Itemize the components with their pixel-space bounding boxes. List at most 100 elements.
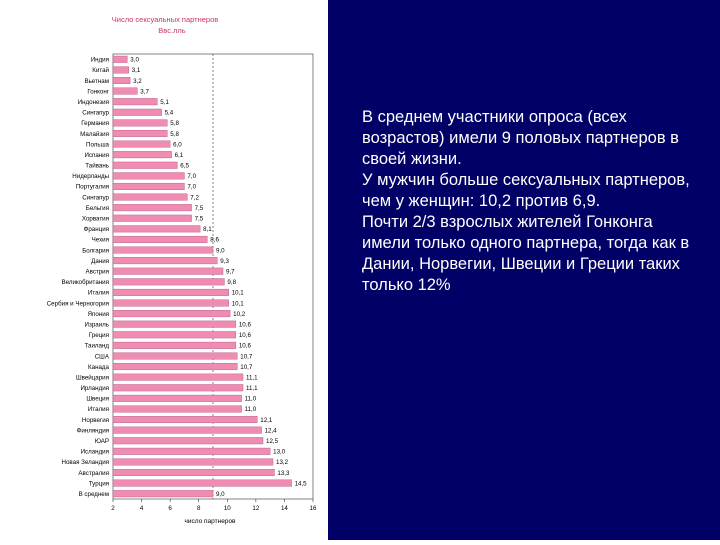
bar-12 [112, 172, 185, 180]
value-label: 6,5 [180, 163, 189, 170]
category-label: Исландия [81, 449, 109, 456]
bar-7 [112, 119, 168, 127]
category-label: Италия [88, 290, 109, 297]
value-label: 3,0 [130, 57, 139, 64]
category-label: Австралия [78, 470, 109, 477]
bar-16 [112, 214, 192, 222]
category-label: Тайвань [85, 163, 109, 170]
bar-26 [112, 320, 237, 328]
bar-35 [112, 416, 258, 424]
bar-23 [112, 288, 229, 296]
value-label: 14,5 [295, 480, 308, 487]
value-label: 10,6 [239, 343, 252, 350]
value-label: 10,1 [232, 290, 245, 297]
bar-32 [112, 384, 244, 392]
category-label: Швеция [86, 396, 109, 403]
category-label: Сербия и Черногория [47, 300, 109, 307]
category-label: Нидерланды [72, 173, 109, 180]
category-label: Дания [91, 258, 109, 265]
value-label: 7,2 [190, 194, 199, 201]
summary-hongkong: Почти 2/3 взрослых жителей Гонконга имел… [362, 213, 690, 294]
category-label: Израиль [85, 321, 109, 328]
bar-34 [112, 405, 242, 413]
category-label: Сингапур [82, 194, 109, 201]
value-label: 9,3 [220, 258, 229, 265]
value-label: 10,2 [233, 311, 246, 318]
category-label: Новая Зеландия [62, 459, 110, 466]
category-label: Сингапур [82, 110, 109, 117]
bar-19 [112, 246, 214, 254]
value-label: 10,7 [240, 353, 253, 360]
bar-4 [112, 87, 138, 95]
category-label: Индонезия [78, 99, 109, 106]
bar-24 [112, 299, 229, 307]
x-tick-label: 14 [281, 505, 288, 512]
value-label: 11,0 [245, 406, 257, 413]
bar-1 [112, 55, 128, 63]
bar-40 [112, 469, 275, 476]
bar-39 [112, 458, 274, 466]
x-tick-label: 16 [310, 505, 317, 512]
value-label: 12,1 [260, 417, 273, 424]
x-axis-label: число партнеров [184, 518, 236, 525]
value-label: 5,8 [170, 131, 179, 138]
value-label: 9,8 [227, 279, 236, 286]
category-label: Болгария [82, 247, 109, 254]
bar-11 [112, 161, 178, 169]
bar-20 [112, 257, 218, 265]
value-label: 3,1 [132, 67, 141, 74]
value-label: 12,4 [265, 427, 278, 434]
bar-17 [112, 225, 201, 233]
bar-6 [112, 108, 162, 116]
category-label: Норвегия [82, 417, 109, 424]
value-label: 13,0 [273, 449, 286, 456]
bar-28 [112, 341, 237, 349]
x-tick-label: 12 [252, 505, 259, 512]
bar-33 [112, 394, 242, 402]
category-label: Таиланд [85, 343, 110, 350]
bar-22 [112, 278, 225, 286]
value-label: 10,7 [240, 364, 253, 371]
bar-31 [112, 373, 244, 381]
category-label: Япония [88, 311, 109, 318]
bar-14 [112, 193, 188, 201]
value-label: 9,7 [226, 269, 235, 276]
summary-text: В среднем участники опроса (всех возраст… [362, 107, 702, 296]
category-label: Турция [89, 480, 109, 487]
bar-42 [112, 490, 214, 498]
bar-chart: Число сексуальных партнеров Ввс.лль Инди… [47, 15, 317, 525]
value-label: 11,1 [246, 385, 258, 392]
bar-18 [112, 235, 208, 243]
chart-panel: Число сексуальных партнеров Ввс.лль Инди… [0, 0, 328, 540]
bar-10 [112, 151, 172, 159]
value-label: 3,7 [140, 88, 149, 95]
category-label: Франция [84, 226, 109, 233]
value-label: 12,5 [266, 438, 279, 445]
bar-27 [112, 331, 237, 339]
bar-13 [112, 182, 185, 190]
category-label: Польша [86, 141, 110, 148]
summary-average: В среднем участники опроса (всех возраст… [362, 108, 679, 168]
value-label: 3,2 [133, 78, 142, 85]
x-tick-label: 8 [197, 505, 201, 512]
category-label: Канада [88, 364, 110, 371]
value-label: 6,0 [173, 141, 182, 148]
bar-5 [112, 98, 158, 106]
value-label: 9,0 [216, 491, 225, 498]
bar-8 [112, 129, 168, 137]
bar-15 [112, 204, 192, 212]
bar-41 [112, 479, 292, 487]
summary-gender: У мужчин больше сексуальных партнеров, ч… [362, 171, 690, 210]
bar-38 [112, 447, 271, 455]
bar-29 [112, 352, 238, 360]
value-label: 6,1 [175, 152, 184, 159]
category-label: Швейцария [76, 374, 109, 381]
category-label: Австрия [85, 269, 109, 276]
category-label: Бельгия [86, 205, 109, 212]
value-label: 10,1 [232, 300, 245, 307]
bar-3 [112, 77, 131, 84]
category-label: Ирландия [80, 385, 109, 392]
category-label: В среднем [79, 491, 109, 498]
category-label: Испания [84, 152, 109, 159]
x-tick-label: 10 [224, 505, 231, 512]
